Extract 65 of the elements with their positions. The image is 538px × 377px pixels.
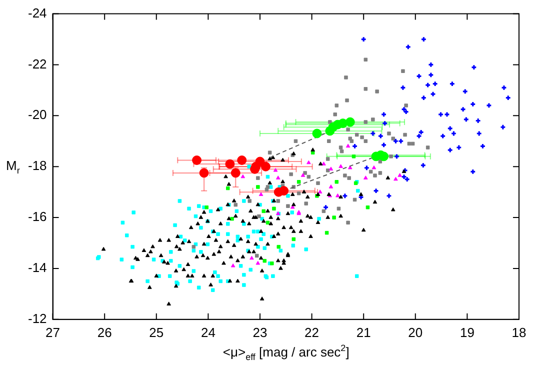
- point: [332, 216, 336, 220]
- point: [258, 192, 264, 196]
- point: [322, 162, 326, 166]
- point: [336, 193, 340, 198]
- point: [225, 159, 235, 169]
- y-tick-label: -22: [28, 56, 47, 72]
- point: [276, 176, 280, 180]
- point: [312, 128, 322, 138]
- point: [394, 176, 398, 181]
- point: [318, 190, 322, 194]
- x-tick-label: 26: [97, 324, 112, 340]
- point: [204, 205, 209, 210]
- point: [240, 174, 246, 178]
- point: [324, 230, 329, 235]
- point: [348, 165, 352, 170]
- point: [300, 173, 306, 177]
- y-tick-label: -16: [28, 209, 47, 224]
- y-tick-label: -20: [28, 107, 47, 122]
- point: [270, 261, 274, 266]
- point: [256, 260, 260, 265]
- point: [325, 126, 335, 136]
- point: [262, 258, 267, 263]
- x-tick-label: 24: [200, 324, 216, 340]
- point: [328, 184, 334, 188]
- point: [338, 164, 343, 168]
- x-tick-label: 20: [408, 324, 423, 340]
- y-tick-label: -12: [28, 310, 47, 326]
- y-tick-label: -18: [28, 158, 47, 174]
- point: [192, 155, 202, 165]
- point: [230, 263, 236, 268]
- point: [276, 244, 281, 249]
- point: [290, 204, 295, 209]
- point: [237, 155, 247, 165]
- x-tick-label: 23: [252, 324, 268, 340]
- point: [226, 186, 230, 190]
- x-tick-label: 19: [460, 324, 474, 340]
- x-tick-label: 18: [512, 324, 526, 340]
- point: [334, 180, 339, 184]
- point: [256, 185, 260, 189]
- point: [306, 160, 311, 164]
- x-tick-label: 21: [356, 324, 371, 340]
- point: [346, 144, 350, 148]
- point: [279, 186, 289, 196]
- point: [262, 209, 266, 214]
- point: [250, 256, 254, 260]
- point: [296, 180, 301, 184]
- point: [292, 237, 296, 242]
- point: [366, 205, 370, 210]
- point: [230, 216, 234, 221]
- point: [272, 206, 276, 210]
- y-tick-label: -24: [28, 5, 47, 20]
- x-axis-title: <μ>$_{eff}$ [mag / arc sec$^{2}$]: [222, 343, 350, 362]
- y-axis-title: M$_{r}$: [6, 158, 20, 176]
- point: [364, 176, 368, 180]
- point: [266, 220, 270, 225]
- point: [398, 173, 402, 177]
- x-tick-label: 22: [304, 324, 320, 340]
- point: [372, 165, 376, 170]
- x-tick-label: 25: [149, 324, 164, 340]
- point: [352, 154, 356, 158]
- y-tick-label: -14: [28, 260, 47, 276]
- x-tick-label: 27: [46, 324, 60, 340]
- point: [273, 168, 278, 172]
- point: [328, 166, 334, 170]
- point: [376, 150, 386, 160]
